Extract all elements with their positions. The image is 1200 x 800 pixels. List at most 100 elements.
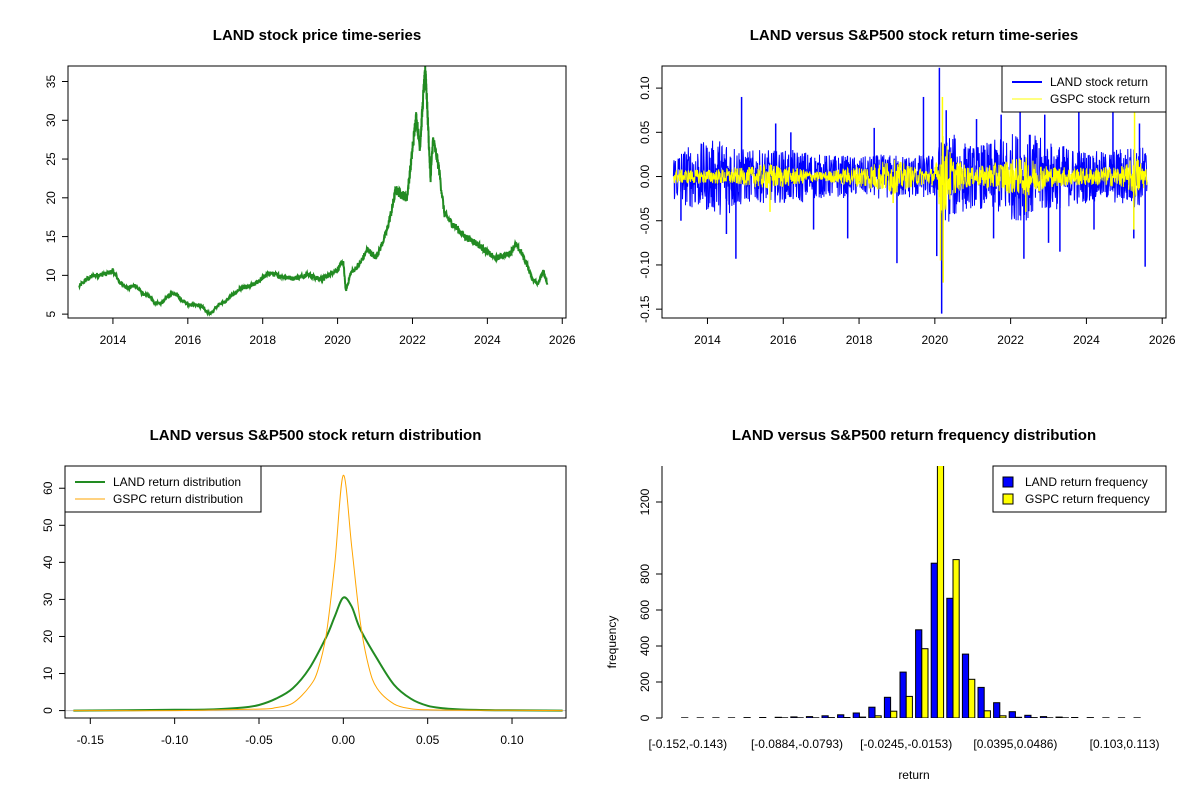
y-tick-label-3: 600 <box>638 600 652 620</box>
x-tick-label-1: 2026 <box>1149 333 1176 347</box>
histogram-bar-land <box>977 686 985 718</box>
histogram-bar-gspc <box>952 559 960 718</box>
legend-box-1 <box>1001 65 1167 113</box>
x-tick-label-0: 2014 <box>100 333 127 347</box>
x-tick-label-1: 2018 <box>846 333 873 347</box>
legend-box-3 <box>992 465 1167 513</box>
y-tick-label-2: 30 <box>41 592 55 606</box>
legend-label: GSPC return frequency <box>1025 492 1150 506</box>
x-tick-label-2: -0.05 <box>245 733 273 747</box>
histogram-bar-land <box>759 717 767 718</box>
legend-box-2 <box>64 465 262 513</box>
legend-1: LAND stock return GSPC stock return <box>1001 65 1167 113</box>
density-series-gspc <box>73 474 563 712</box>
x-tick-label-1: 2016 <box>770 333 797 347</box>
return-series-gspc <box>673 136 1148 214</box>
y-tick-label-0: 10 <box>44 268 58 282</box>
y-tick-label-0: 30 <box>44 113 58 127</box>
histogram-bar-gspc <box>874 715 882 718</box>
histogram-bars <box>681 466 1141 718</box>
x-tick-label-0: 2018 <box>249 333 276 347</box>
x-tick-label-1: 2014 <box>694 333 721 347</box>
x-tick-label-1: 2020 <box>921 333 948 347</box>
histogram-bar-gspc <box>999 715 1007 718</box>
density-series-land <box>73 596 563 712</box>
histogram-bar-land <box>1039 716 1048 718</box>
x-tick-label-3: [-0.0245,-0.0153) <box>860 737 952 751</box>
x-tick-label-1: 2024 <box>1073 333 1100 347</box>
histogram-bar-gspc <box>890 710 898 718</box>
y-tick-label-2: 0 <box>41 707 55 714</box>
y-axis-label: frequency <box>605 616 619 669</box>
x-tick-label-2: 0.05 <box>416 733 440 747</box>
legend-label: GSPC return distribution <box>113 492 243 506</box>
chart-title-1: LAND versus S&P500 stock return time-ser… <box>750 27 1078 44</box>
chart-density: LAND versus S&P500 stock return distribu… <box>41 427 567 747</box>
histogram-bar-gspc <box>968 678 976 718</box>
histogram-bar-land <box>899 671 907 718</box>
histogram-bar-land <box>868 706 876 718</box>
x-tick-label-0: 2024 <box>474 333 501 347</box>
y-tick-label-1: -0.15 <box>638 295 652 323</box>
histogram-bar-land <box>852 712 860 718</box>
y-tick-label-2: 50 <box>41 518 55 532</box>
chart-title-2: LAND versus S&P500 stock return distribu… <box>150 427 482 444</box>
x-tick-label-0: 2020 <box>324 333 351 347</box>
y-tick-label-1: 0.05 <box>638 120 652 144</box>
chart-histogram: LAND versus S&P500 return frequency dist… <box>605 427 1167 782</box>
x-tick-label-0: 2022 <box>399 333 426 347</box>
legend-2: LAND return distribution GSPC return dist… <box>64 465 262 513</box>
histogram-bar-land <box>961 653 970 718</box>
x-tick-label-1: 2022 <box>997 333 1024 347</box>
legend-label: LAND return frequency <box>1025 475 1148 489</box>
y-tick-label-0: 35 <box>44 75 58 89</box>
y-tick-label-3: 400 <box>638 636 652 656</box>
legend-swatch <box>1002 493 1014 505</box>
x-tick-label-3: [0.103,0.113) <box>1090 737 1160 751</box>
y-tick-label-0: 5 <box>44 310 58 317</box>
y-tick-label-2: 60 <box>41 481 55 495</box>
plot-frame-0 <box>67 65 567 319</box>
x-tick-label-3: [0.0395,0.0486) <box>973 737 1057 751</box>
x-tick-label-3: [-0.152,-0.143) <box>648 737 727 751</box>
histogram-bar-land <box>930 562 938 718</box>
x-tick-label-2: 0.00 <box>332 733 356 747</box>
histogram-bar-land <box>1008 711 1016 718</box>
chart-title-3: LAND versus S&P500 return frequency dist… <box>732 427 1096 444</box>
y-tick-label-0: 25 <box>44 152 58 166</box>
y-tick-label-2: 40 <box>41 555 55 569</box>
y-tick-label-3: 1200 <box>638 488 652 515</box>
chart-title-0: LAND stock price time-series <box>213 27 421 44</box>
histogram-bar-land <box>790 716 798 718</box>
y-tick-label-2: 10 <box>41 667 55 681</box>
y-tick-label-1: -0.10 <box>638 251 652 279</box>
histogram-bar-gspc <box>936 466 945 718</box>
y-tick-label-3: 800 <box>638 564 652 584</box>
histogram-bar-gspc <box>983 710 991 718</box>
histogram-bar-land <box>1055 716 1063 718</box>
histogram-bar-land <box>1071 717 1079 718</box>
histogram-bar-gspc <box>1014 716 1023 718</box>
histogram-bar-land <box>821 715 829 718</box>
y-tick-label-3: 200 <box>638 672 652 692</box>
plot-frame-2 <box>64 465 567 719</box>
legend-swatch <box>1002 476 1014 488</box>
histogram-bar-gspc <box>921 648 929 718</box>
histogram-bar-gspc <box>843 717 851 718</box>
histogram-bar-land <box>915 629 923 718</box>
x-tick-label-0: 2026 <box>549 333 576 347</box>
plot-frame-1 <box>661 65 1167 319</box>
histogram-bar-gspc <box>858 716 867 718</box>
price-series-line <box>78 66 549 317</box>
y-tick-label-1: -0.05 <box>638 207 652 235</box>
y-tick-label-1: 0.00 <box>638 165 652 189</box>
histogram-bar-land <box>1024 714 1032 718</box>
legend-3: LAND return frequency GSPC return frequen… <box>992 465 1167 513</box>
y-tick-label-2: 20 <box>41 629 55 643</box>
chart-returns: LAND versus S&P500 stock return time-ser… <box>638 27 1176 347</box>
histogram-bar-land <box>993 702 1001 718</box>
x-tick-label-3: [-0.0884,-0.0793) <box>751 737 843 751</box>
histogram-bar-land <box>883 696 892 718</box>
histogram-bar-land <box>774 716 782 718</box>
